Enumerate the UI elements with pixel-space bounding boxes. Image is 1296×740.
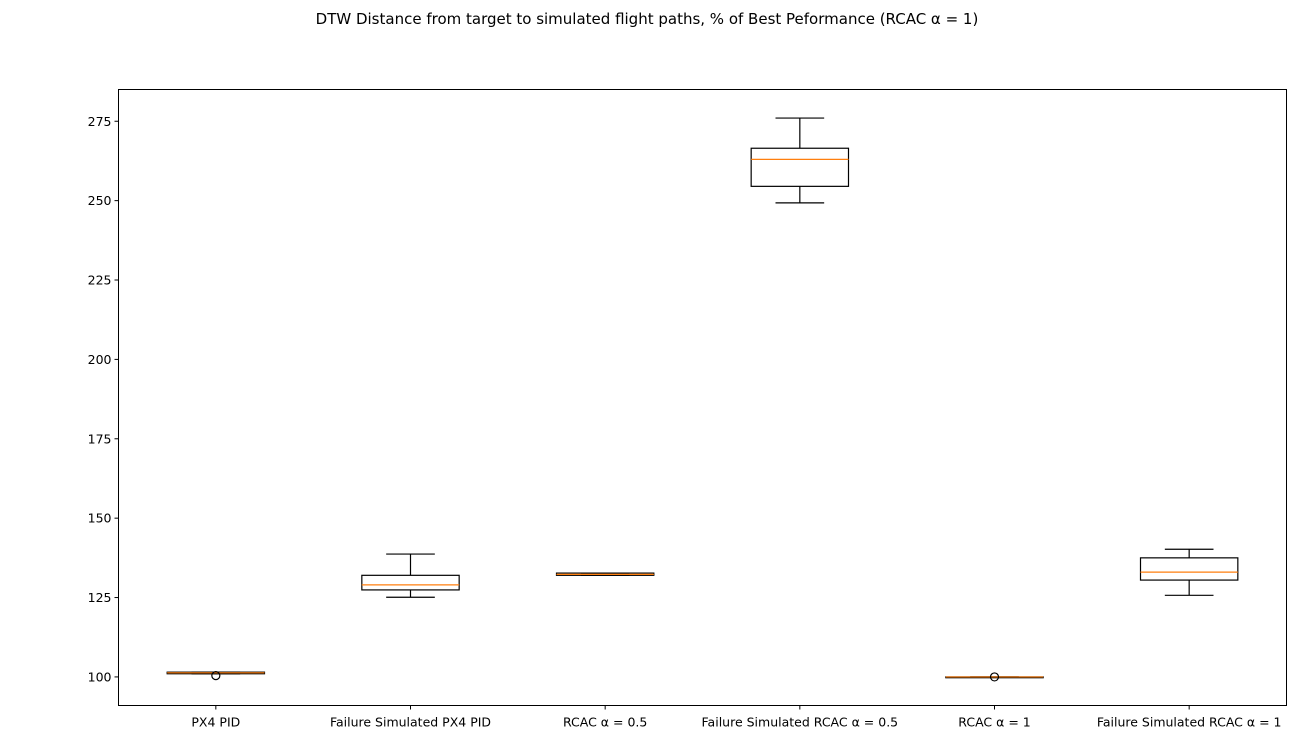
y-tick-label: 200: [88, 352, 112, 367]
y-tick-label: 125: [88, 590, 112, 605]
box-4: [750, 117, 850, 204]
chart-title: DTW Distance from target to simulated fl…: [316, 10, 979, 28]
box-5: [945, 672, 1044, 682]
box-6: [1139, 548, 1239, 596]
box-2: [361, 553, 460, 598]
box-1: [166, 671, 266, 681]
x-axis: PX4 PID Failure Simulated PX4 PID RCAC α =…: [191, 705, 1282, 730]
x-tick-label: Failure Simulated RCAC α = 1: [1097, 715, 1282, 730]
iqr-box: [1139, 557, 1239, 581]
x-tick-label: Failure Simulated PX4 PID: [330, 715, 491, 730]
y-tick-label: 275: [88, 114, 112, 129]
y-tick-label: 100: [88, 669, 112, 684]
y-tick-label: 250: [88, 193, 112, 208]
outlier-point: [211, 671, 221, 681]
x-tick-label: RCAC α = 0.5: [563, 715, 647, 730]
y-axis: 100 125 150 175 200 225 250 275: [88, 114, 119, 684]
iqr-box: [750, 147, 850, 187]
outlier-point: [989, 672, 1000, 682]
y-tick-label: 150: [88, 511, 112, 526]
y-tick-label: 225: [88, 273, 112, 288]
plot-area-frame: [118, 89, 1287, 706]
box-3: [555, 572, 655, 576]
x-tick-label: PX4 PID: [191, 715, 240, 730]
iqr-box: [361, 574, 460, 591]
y-tick-label: 175: [88, 431, 112, 446]
x-tick-label: RCAC α = 1: [958, 715, 1030, 730]
box-series: [166, 117, 1239, 682]
x-tick-label: Failure Simulated RCAC α = 0.5: [702, 715, 899, 730]
